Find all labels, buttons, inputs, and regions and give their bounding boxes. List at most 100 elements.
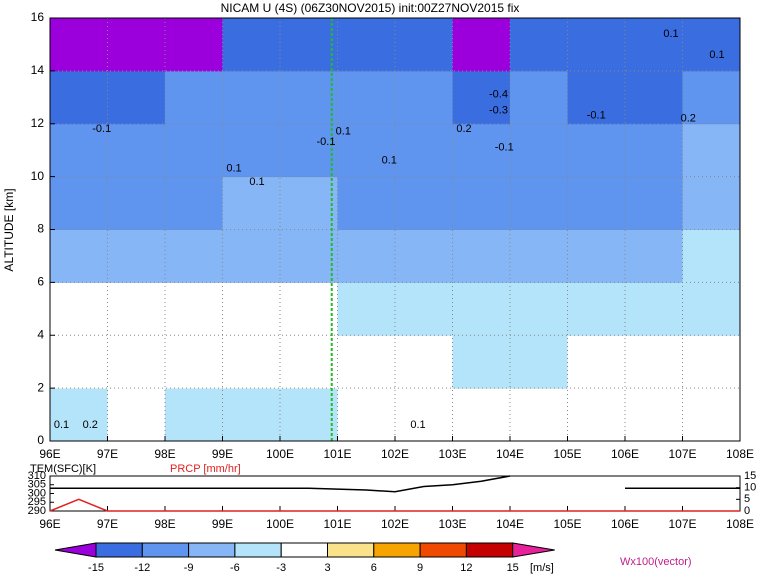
heat-cell xyxy=(337,229,396,283)
contour-label: 0.1 xyxy=(382,155,397,167)
x-tick-label: 97E xyxy=(97,447,118,461)
heat-cell xyxy=(682,335,741,389)
contour-label: 0.2 xyxy=(681,112,696,124)
colorbar-cell xyxy=(54,542,97,558)
y-tick-label: 8 xyxy=(37,222,44,236)
x-tick-label: 102E xyxy=(381,447,409,461)
contour-label: 0.1 xyxy=(663,28,678,40)
colorbar-cell xyxy=(512,542,555,558)
heat-cell xyxy=(337,18,396,72)
heat-cell xyxy=(682,18,741,72)
contour-label: 0.2 xyxy=(456,123,471,135)
y-axis-label: ALTITUDE [km] xyxy=(2,188,16,271)
heat-cell xyxy=(337,176,396,230)
heat-cell xyxy=(510,229,568,283)
colorbar-label: 6 xyxy=(371,562,377,574)
heat-cell xyxy=(337,388,396,442)
heat-cell xyxy=(682,229,741,283)
heat-cell xyxy=(337,70,396,125)
contour-label: 0.1 xyxy=(336,126,351,138)
x-tick-label: 96E xyxy=(39,447,60,461)
heat-cell xyxy=(337,282,396,336)
x-tick-label: 108E xyxy=(726,517,754,531)
heat-cell xyxy=(452,176,511,230)
x-tick-label: 98E xyxy=(154,447,175,461)
heat-cell xyxy=(107,176,166,230)
colorbar-cell xyxy=(280,542,329,558)
heat-cell xyxy=(625,70,683,125)
contour-label: -0.1 xyxy=(92,123,111,135)
colorbar-label: 9 xyxy=(417,562,423,574)
heat-cell xyxy=(395,18,453,72)
heat-cell xyxy=(625,229,683,283)
heat-cell xyxy=(107,388,166,442)
heat-cell xyxy=(567,229,626,283)
x-tick-label: 104E xyxy=(496,517,524,531)
colorbar-cell xyxy=(234,542,282,558)
heat-cell xyxy=(452,282,511,336)
legend-entry: PRCP [mm/hr] xyxy=(170,463,241,475)
y-tick-label: 16 xyxy=(31,10,45,24)
x-tick-label: 97E xyxy=(97,517,118,531)
heat-cell xyxy=(682,70,741,125)
heat-cell xyxy=(567,18,626,72)
heat-cell xyxy=(625,388,683,442)
heat-cell xyxy=(50,70,108,125)
heat-cell xyxy=(280,335,338,389)
heat-cell xyxy=(280,18,338,72)
heat-cell xyxy=(165,123,223,178)
heat-cell xyxy=(222,176,281,230)
x-tick-label: 96E xyxy=(39,517,60,531)
vector-label: Wx100(vector) xyxy=(620,556,692,568)
contour-label: 0.1 xyxy=(709,49,724,61)
x-tick-label: 106E xyxy=(611,447,639,461)
heat-cell xyxy=(165,229,223,283)
heat-cell xyxy=(165,388,223,442)
heat-cell xyxy=(222,282,281,336)
heat-cell xyxy=(50,388,108,442)
heat-cell xyxy=(567,282,626,336)
colorbar-label: -3 xyxy=(276,562,286,574)
x-tick-label: 103E xyxy=(438,447,466,461)
legend-entry: TEM(SFC)[K] xyxy=(30,463,96,475)
heat-cell xyxy=(50,18,108,72)
y-tick-label: 305 xyxy=(28,479,46,491)
contour-label: 0.2 xyxy=(83,419,98,431)
heat-cell xyxy=(682,176,741,230)
x-tick-label: 106E xyxy=(611,517,639,531)
heat-cell xyxy=(452,388,511,442)
heat-cell xyxy=(567,335,626,389)
y2-tick-label: 10 xyxy=(744,482,756,494)
x-tick-label: 99E xyxy=(212,517,233,531)
heat-cell xyxy=(50,282,108,336)
y-tick-label: 4 xyxy=(37,327,44,341)
heat-cell xyxy=(337,123,396,178)
heat-cell xyxy=(107,335,166,389)
heat-cell xyxy=(452,229,511,283)
contour-label: 0.1 xyxy=(410,419,425,431)
heat-cell xyxy=(625,123,683,178)
heat-cell xyxy=(395,176,453,230)
y-tick-label: 300 xyxy=(28,487,46,499)
x-tick-label: 102E xyxy=(381,517,409,531)
heat-cell xyxy=(395,123,453,178)
y-tick-label: 290 xyxy=(28,505,46,517)
heat-cell xyxy=(165,335,223,389)
x-tick-label: 101E xyxy=(323,517,351,531)
heat-cell xyxy=(395,282,453,336)
heat-cell xyxy=(280,229,338,283)
colorbar-cell xyxy=(95,542,143,558)
contour-label: 0.1 xyxy=(226,163,241,175)
contour-label: -0.4 xyxy=(489,89,508,101)
series-line xyxy=(50,475,740,493)
heat-cell xyxy=(510,70,568,125)
colorbar-cell xyxy=(188,542,236,558)
y-tick-label: 2 xyxy=(37,380,44,394)
heat-cell xyxy=(452,123,511,178)
colorbar-label: -15 xyxy=(88,562,104,574)
y2-tick-label: 0 xyxy=(744,505,750,517)
heat-cell xyxy=(107,18,166,72)
x-tick-label: 98E xyxy=(154,517,175,531)
heat-cell xyxy=(625,18,683,72)
